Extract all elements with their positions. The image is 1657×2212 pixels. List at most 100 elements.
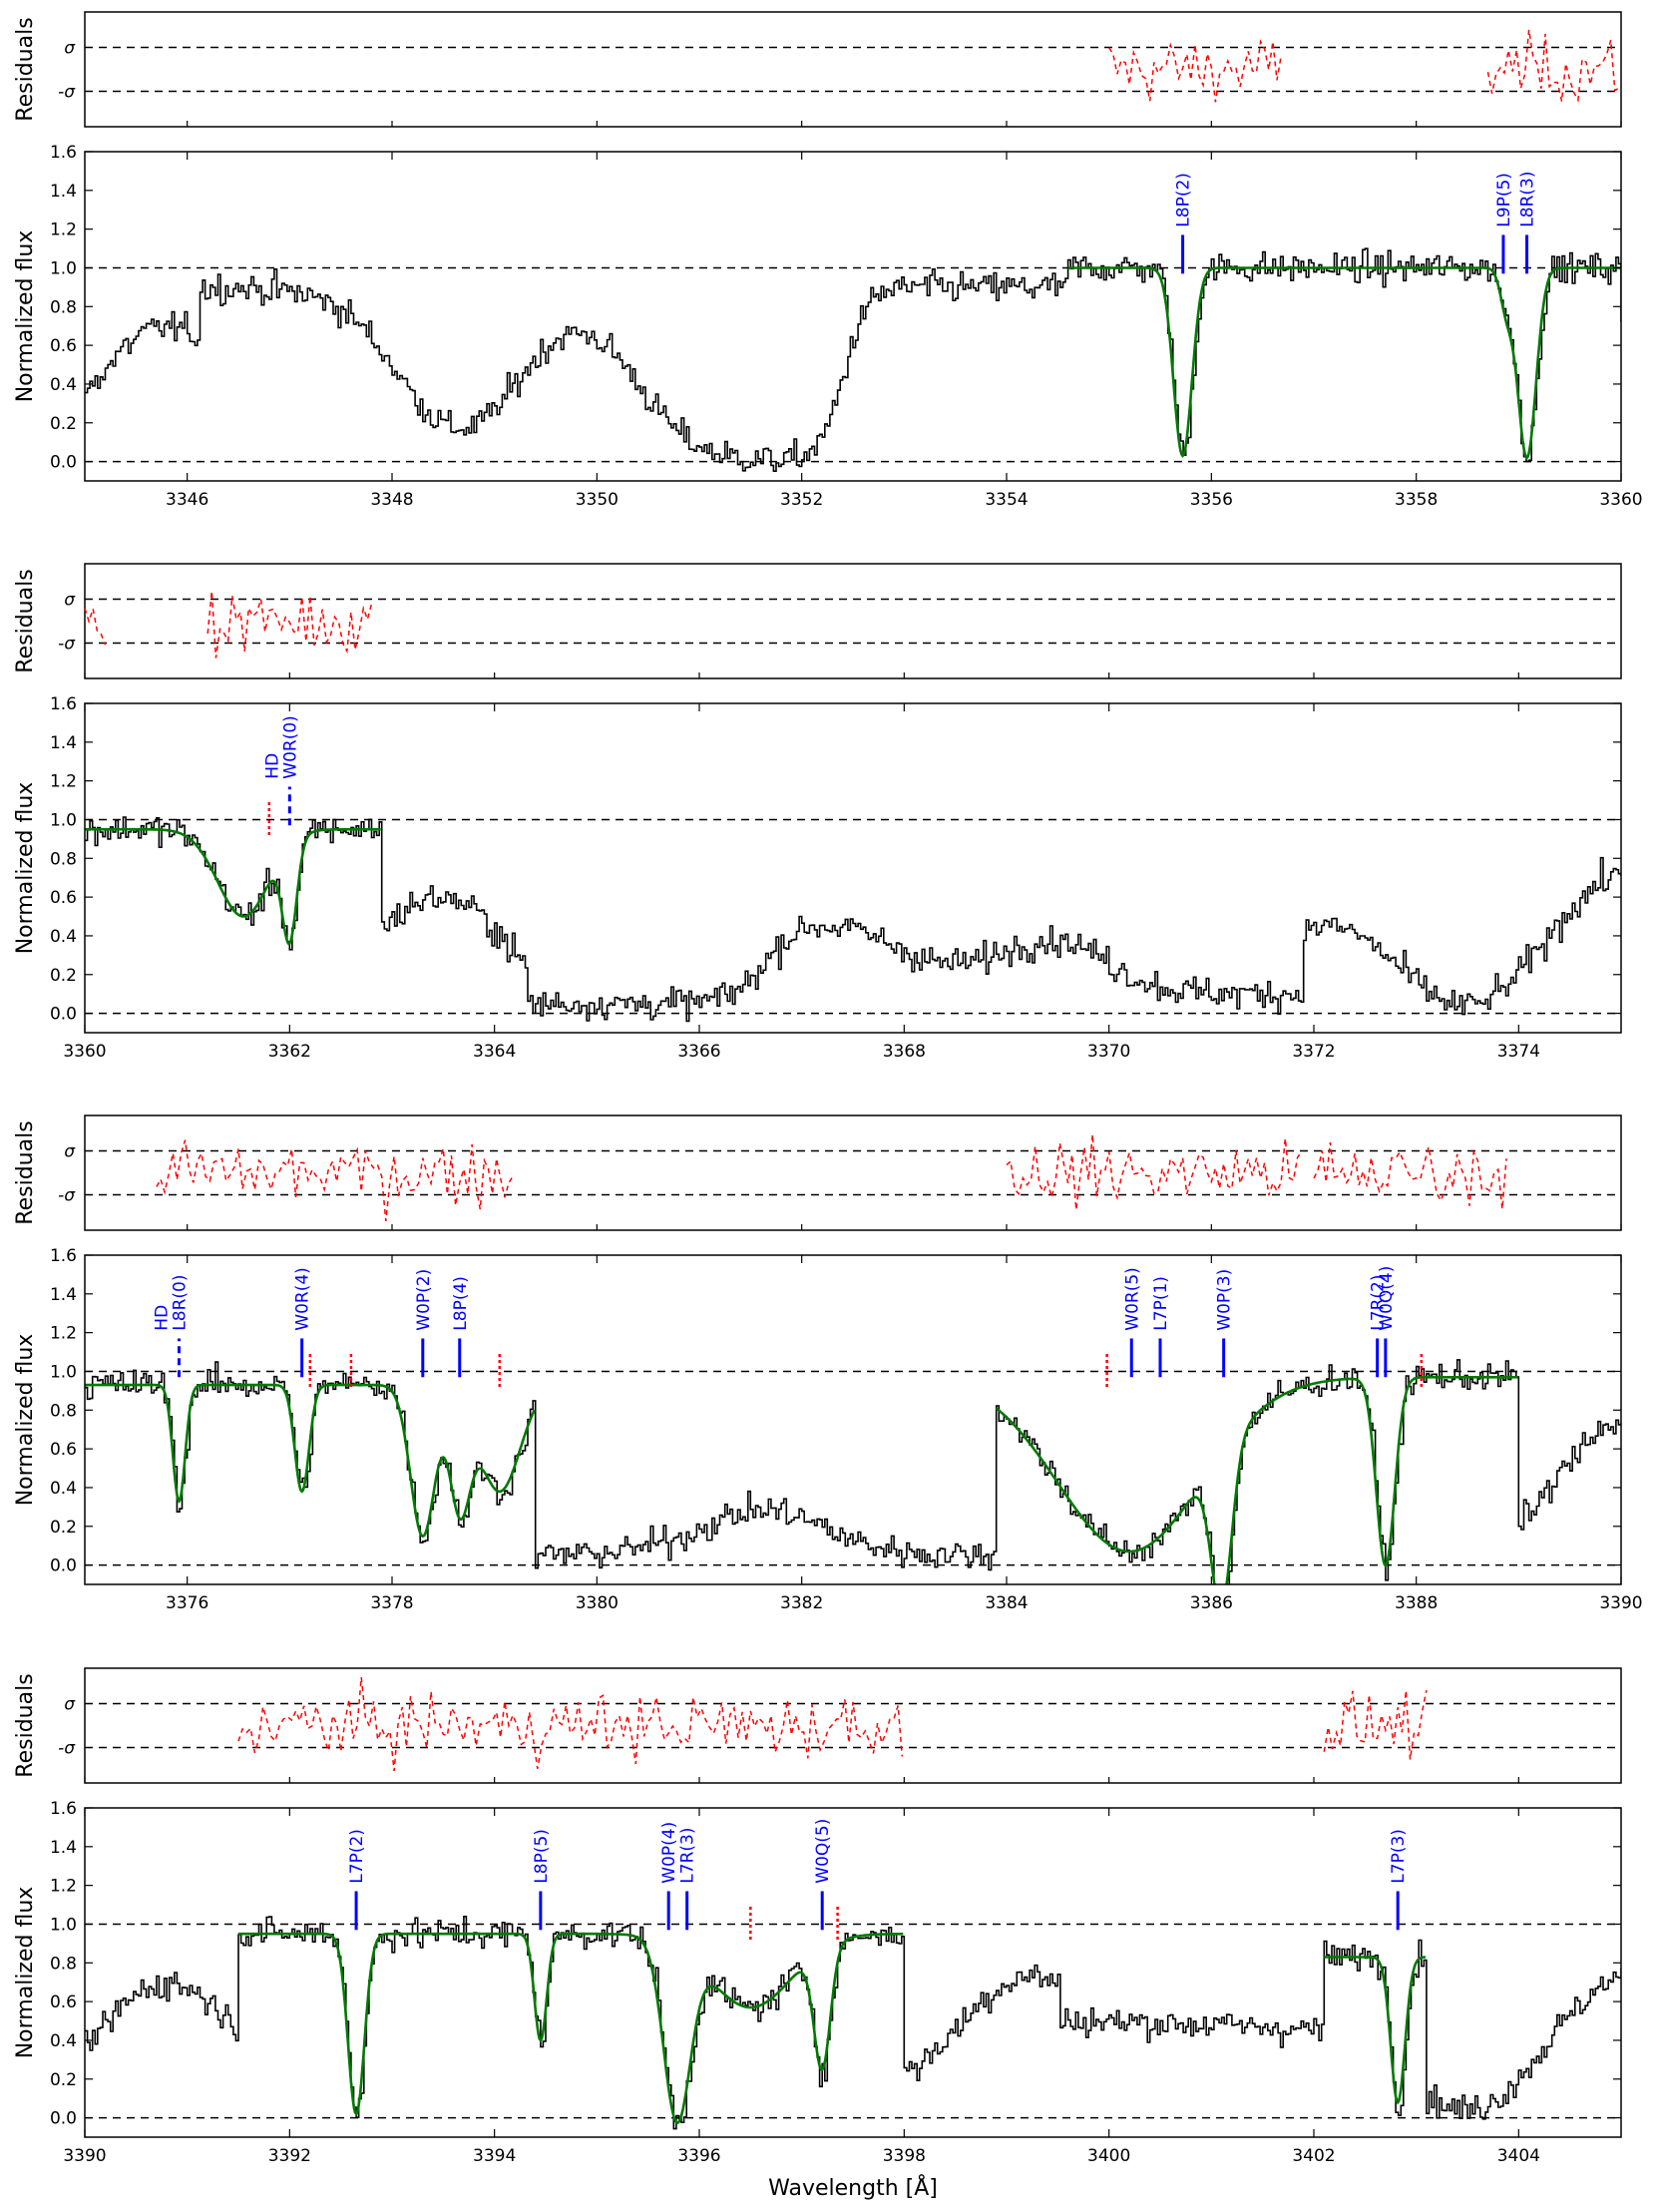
y-tick-label: 1.2 xyxy=(50,1324,77,1344)
x-tick-label: 3382 xyxy=(780,1593,823,1613)
flux-frame xyxy=(84,1807,1622,2138)
residuals-axis-label: Residuals xyxy=(13,1673,38,1777)
x-tick-label: 3390 xyxy=(63,2146,106,2166)
x-tick-label: 3386 xyxy=(1190,1593,1233,1613)
x-tick-label: 3378 xyxy=(370,1593,413,1613)
line-marker-label: W0R(4) xyxy=(293,1267,313,1331)
y-tick-label: 0.2 xyxy=(50,966,77,986)
x-tick-label: 3358 xyxy=(1395,490,1438,510)
line-marker-label: L7P(1) xyxy=(1151,1276,1171,1331)
x-tick-label: 3376 xyxy=(166,1593,208,1613)
x-tick-label: 3366 xyxy=(677,1042,720,1062)
flux-axis-label: Normalized flux xyxy=(13,782,38,955)
line-marker-label: L8P(5) xyxy=(532,1829,552,1884)
line-marker-label: L7P(2) xyxy=(347,1829,367,1884)
y-tick-label: 0.0 xyxy=(50,1556,77,1576)
line-marker-label: W0R(5) xyxy=(1122,1267,1142,1331)
x-tick-label: 3390 xyxy=(1599,1593,1642,1613)
y-tick-label: 0.0 xyxy=(50,453,77,473)
x-tick-label: 3392 xyxy=(268,2146,311,2166)
residuals-axis-label: Residuals xyxy=(13,17,38,121)
y-tick-label: 0.4 xyxy=(50,1479,77,1499)
y-tick-label: 0.8 xyxy=(50,297,77,317)
y-tick-label: 0.2 xyxy=(50,1518,77,1538)
line-marker-label: L8R(3) xyxy=(1518,172,1538,227)
residuals-series xyxy=(1108,39,1282,103)
y-tick-label: 1.0 xyxy=(50,258,77,278)
x-tick-label: 3396 xyxy=(677,2146,720,2166)
x-tick-label: 3364 xyxy=(473,1042,516,1062)
y-tick-label: 1.0 xyxy=(50,1362,77,1382)
line-marker-label: W0P(2) xyxy=(414,1269,434,1331)
x-tick-label: 3384 xyxy=(985,1593,1028,1613)
y-tick-label: 1.4 xyxy=(50,1838,77,1858)
sigma-tick-label: -σ xyxy=(58,83,76,103)
residuals-axis-label: Residuals xyxy=(13,569,38,672)
line-marker-label: W0Q(5) xyxy=(813,1819,833,1884)
x-tick-label: 3356 xyxy=(1190,490,1233,510)
model-fit xyxy=(238,1932,904,2124)
x-tick-label: 3404 xyxy=(1497,2146,1540,2166)
residuals-frame xyxy=(84,1114,1622,1231)
sigma-tick-label: -σ xyxy=(58,1739,76,1759)
residuals-axes: σ -σ Residuals xyxy=(13,1667,1622,1784)
sigma-tick-label: -σ xyxy=(58,635,76,655)
y-tick-label: 0.6 xyxy=(50,1992,77,2012)
line-marker-label: L8P(2) xyxy=(1174,173,1194,227)
y-tick-label: 0.6 xyxy=(50,888,77,908)
line-marker-label: W0P(4) xyxy=(659,1822,679,1884)
flux-axes: L8P(2) L9P(5) L8R(3) 0.0 0.2 0.4 0.6 0.8 1.0 1.2 1… xyxy=(13,143,1643,510)
y-tick-label: 0.2 xyxy=(50,414,77,434)
line-marker-label: HD xyxy=(152,1305,172,1331)
x-tick-label: 3362 xyxy=(268,1042,311,1062)
x-tick-label: 3360 xyxy=(63,1042,106,1062)
line-marker-label: L9P(5) xyxy=(1494,173,1514,227)
sigma-tick-label: σ xyxy=(64,39,76,59)
y-tick-label: 0.8 xyxy=(50,849,77,869)
model-fit xyxy=(995,1376,1518,1584)
observed-spectrum xyxy=(85,816,1621,1023)
line-marker-label: L7R(3) xyxy=(678,1828,698,1884)
line-marker-label: W0Q(4) xyxy=(1377,1266,1397,1331)
residuals-series xyxy=(1313,1141,1507,1209)
x-tick-label: 3388 xyxy=(1395,1593,1438,1613)
x-tick-label: 3360 xyxy=(1599,490,1642,510)
panel-1: σ -σ Residuals L8P(2) L9P(5) L8R(3) 0.0 0.2 0.4 0… xyxy=(13,11,1643,510)
line-marker-label: HD xyxy=(262,753,282,779)
y-tick-label: 1.2 xyxy=(50,1877,77,1897)
y-tick-label: 0.4 xyxy=(50,2031,77,2051)
sigma-tick-label: σ xyxy=(64,1695,76,1715)
line-marker-label: W0P(3) xyxy=(1215,1269,1235,1331)
residuals-series xyxy=(1006,1133,1303,1210)
sigma-tick-label: σ xyxy=(64,1142,76,1162)
y-tick-label: 0.4 xyxy=(50,375,77,395)
flux-axis-label: Normalized flux xyxy=(13,1334,38,1507)
y-tick-label: 1.0 xyxy=(50,1915,77,1935)
y-tick-label: 1.6 xyxy=(50,1246,77,1266)
panel-4: σ -σ Residuals L7P(2) L8P(5) W0P(4)L7R(3) W0Q(… xyxy=(13,1667,1622,2166)
residuals-series xyxy=(207,591,373,659)
x-tick-label: 3402 xyxy=(1292,2146,1335,2166)
residuals-series xyxy=(84,608,107,646)
residuals-axes: σ -σ Residuals xyxy=(13,563,1622,679)
sigma-tick-label: σ xyxy=(64,591,76,611)
y-tick-label: 0.2 xyxy=(50,2070,77,2090)
x-tick-label: 3398 xyxy=(883,2146,926,2166)
x-tick-label: 3348 xyxy=(370,490,413,510)
y-tick-label: 0.0 xyxy=(50,2109,77,2129)
y-tick-label: 1.6 xyxy=(50,1799,77,1819)
line-marker-label: L8P(4) xyxy=(451,1276,471,1331)
y-tick-label: 0.8 xyxy=(50,1954,77,1974)
x-tick-label: 3346 xyxy=(166,490,208,510)
flux-frame xyxy=(84,702,1622,1034)
model-fit xyxy=(1324,1956,1426,2105)
sigma-tick-label: -σ xyxy=(58,1186,76,1206)
x-tick-label: 3370 xyxy=(1087,1042,1130,1062)
residuals-series xyxy=(156,1139,514,1221)
x-tick-label: 3394 xyxy=(473,2146,516,2166)
